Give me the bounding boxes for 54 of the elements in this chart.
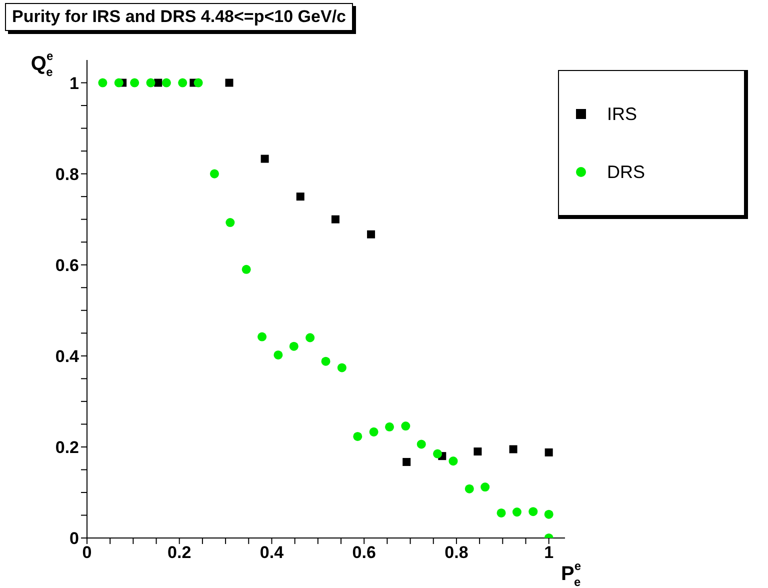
y-tick-label: 0 [70, 529, 79, 548]
x-tick-label: 0.2 [168, 543, 192, 562]
point [433, 449, 442, 458]
point [146, 78, 156, 88]
point [306, 333, 315, 342]
point [242, 264, 251, 274]
y-tick-label: 1 [70, 74, 79, 93]
point [130, 78, 140, 88]
legend-label: DRS [607, 162, 646, 182]
point [337, 363, 346, 372]
point [367, 230, 376, 238]
point [274, 350, 283, 360]
point [474, 448, 482, 456]
point [114, 78, 124, 88]
point [416, 440, 426, 449]
y-tick-label: 0.8 [55, 164, 79, 184]
point [331, 215, 340, 224]
point [464, 484, 474, 494]
point [210, 169, 219, 178]
point [402, 458, 411, 466]
point [528, 507, 538, 516]
point [258, 332, 267, 342]
point [178, 78, 188, 88]
point [154, 78, 162, 87]
point [289, 342, 298, 351]
point [353, 432, 362, 441]
y-tick-label: 0.4 [55, 346, 80, 366]
legend-label: IRS [607, 104, 638, 124]
point [509, 445, 518, 454]
point [194, 78, 203, 88]
point [384, 422, 394, 432]
point [512, 508, 522, 517]
point [369, 427, 378, 436]
point [296, 192, 304, 201]
y-tick-label: 0.6 [55, 256, 79, 275]
point [496, 508, 506, 518]
point [225, 78, 234, 87]
chart-title: Purity for IRS and DRS 4.48<=p<10 GeV/c [5, 3, 353, 31]
point [162, 78, 171, 88]
x-tick-label: 0.6 [352, 543, 376, 562]
point [480, 482, 490, 492]
x-tick-label: 0.4 [260, 543, 284, 562]
point [226, 218, 235, 228]
point [544, 448, 553, 456]
point [98, 78, 108, 88]
point [448, 456, 458, 466]
point [544, 510, 554, 519]
point [401, 422, 410, 431]
x-tick-label: 1 [544, 543, 554, 562]
y-tick-label: 0.2 [55, 438, 79, 457]
x-tick-label: 0.8 [444, 543, 468, 562]
point [321, 356, 330, 366]
x-tick-label: 0 [82, 543, 92, 562]
point [260, 154, 269, 163]
